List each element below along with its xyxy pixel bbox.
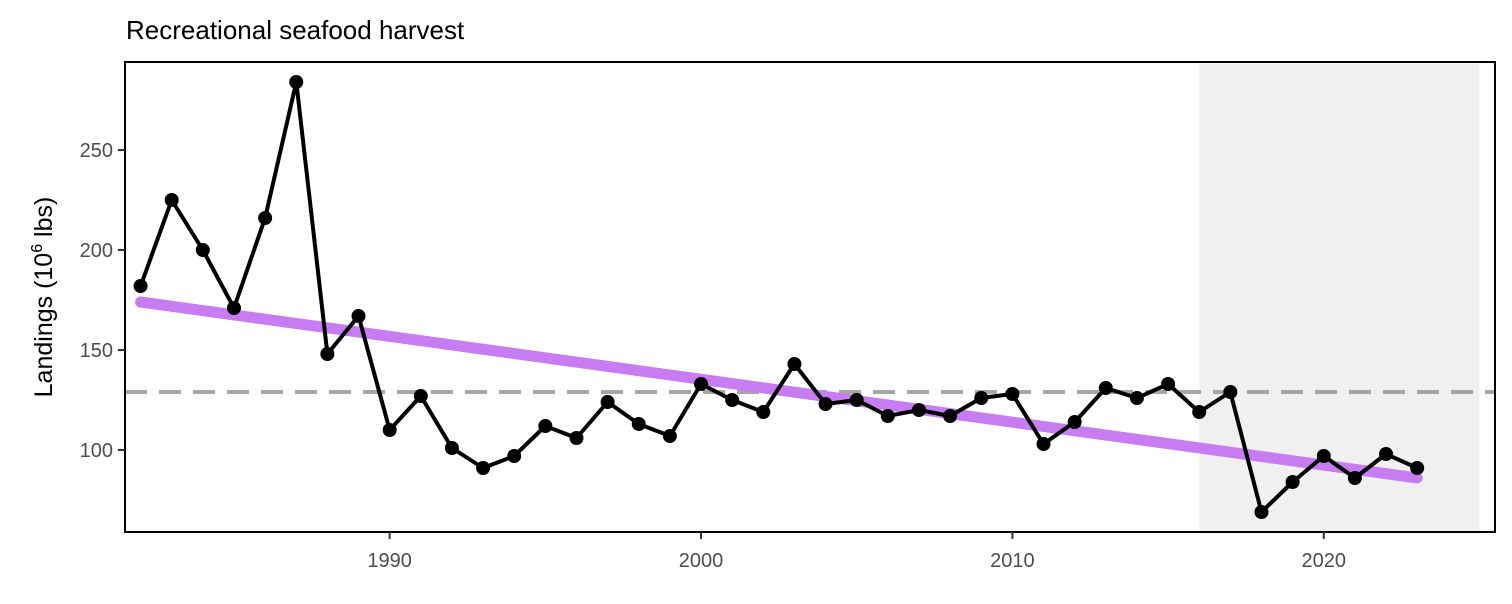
chart-title: Recreational seafood harvest (126, 15, 465, 45)
data-point (382, 423, 397, 437)
data-point (195, 243, 210, 257)
data-point (787, 357, 802, 371)
y-tick-label: 150 (80, 340, 113, 362)
data-point (694, 377, 709, 391)
data-point (943, 409, 958, 423)
data-point (226, 301, 241, 315)
y-axis: 100 150 200 250 (80, 140, 125, 462)
x-tick-label: 2020 (1302, 550, 1347, 572)
data-point (880, 409, 895, 423)
y-axis-title-suffix: lbs) (30, 197, 58, 244)
data-point (818, 397, 833, 411)
data-point (1410, 461, 1425, 475)
data-point (1005, 387, 1020, 401)
x-tick-label: 1990 (367, 550, 412, 572)
y-axis-title-superscript: 6 (29, 244, 46, 253)
data-point (974, 391, 989, 405)
plot-panel-border (124, 61, 1496, 533)
x-tick-label: 2010 (990, 550, 1035, 572)
data-point (756, 405, 771, 419)
data-point (1223, 385, 1238, 399)
y-axis-title: Landings (106 lbs) (29, 197, 58, 398)
data-point (600, 395, 615, 409)
data-point (569, 431, 584, 445)
data-point (1067, 415, 1082, 429)
data-point (631, 417, 646, 431)
data-point (1098, 381, 1113, 395)
data-point (911, 403, 926, 417)
data-point (1129, 391, 1144, 405)
data-point (164, 193, 179, 207)
y-tick-label: 250 (80, 140, 113, 162)
data-point (1316, 449, 1331, 463)
data-point (133, 279, 148, 293)
data-point (289, 75, 304, 89)
x-axis: 1990 2000 2010 2020 (367, 532, 1346, 572)
data-point (1347, 471, 1362, 485)
data-point (1161, 377, 1176, 391)
data-point (258, 211, 273, 225)
data-point (476, 461, 491, 475)
data-point (1192, 405, 1207, 419)
data-point (725, 393, 740, 407)
y-tick-label: 200 (80, 240, 113, 262)
data-point (1036, 437, 1051, 451)
y-tick-label: 100 (80, 440, 113, 462)
data-point (1254, 505, 1269, 519)
y-axis-title-main: Landings (10 (30, 253, 58, 398)
data-point (320, 347, 335, 361)
data-point (351, 309, 366, 323)
data-point (849, 393, 864, 407)
data-point (507, 449, 522, 463)
data-point (538, 419, 553, 433)
x-tick-label: 2000 (679, 550, 724, 572)
data-point (1379, 447, 1394, 461)
data-point (444, 441, 459, 455)
data-point (662, 429, 677, 443)
data-point (1285, 475, 1300, 489)
plot-marks (125, 75, 1495, 519)
data-point (413, 389, 428, 403)
recent-period-shading (1199, 62, 1480, 532)
